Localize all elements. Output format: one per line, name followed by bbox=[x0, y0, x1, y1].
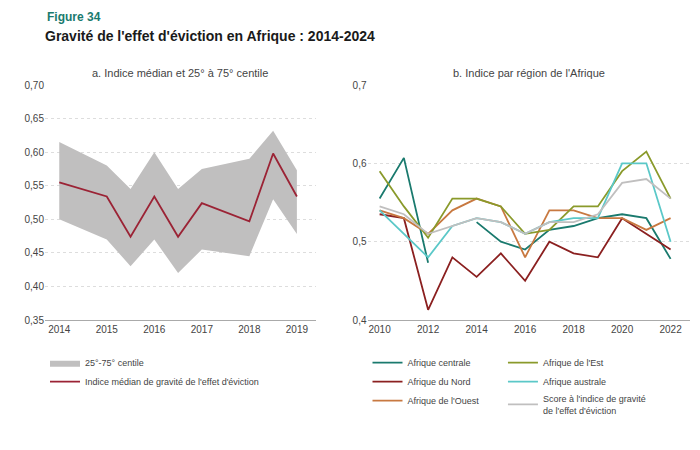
svg-text:0,7: 0,7 bbox=[353, 80, 367, 91]
svg-text:0,50: 0,50 bbox=[25, 214, 45, 225]
svg-text:0,40: 0,40 bbox=[25, 281, 45, 292]
svg-text:2019: 2019 bbox=[286, 324, 309, 335]
svg-text:b. Indice par région de l'Afri: b. Indice par région de l'Afrique bbox=[453, 67, 605, 79]
svg-text:0,4: 0,4 bbox=[353, 315, 367, 326]
svg-text:0,45: 0,45 bbox=[25, 247, 45, 258]
svg-text:0,55: 0,55 bbox=[25, 180, 45, 191]
svg-text:0,35: 0,35 bbox=[25, 315, 45, 326]
svg-text:2015: 2015 bbox=[96, 324, 119, 335]
svg-text:25°-75° centile: 25°-75° centile bbox=[85, 358, 144, 368]
svg-text:2014: 2014 bbox=[465, 324, 488, 335]
svg-text:Figure 34: Figure 34 bbox=[47, 10, 101, 24]
svg-text:2022: 2022 bbox=[659, 324, 682, 335]
svg-text:0,65: 0,65 bbox=[25, 113, 45, 124]
svg-text:2018: 2018 bbox=[562, 324, 585, 335]
svg-text:Gravité de l'effet d'éviction: Gravité de l'effet d'éviction en Afrique… bbox=[45, 28, 375, 44]
svg-text:0,6: 0,6 bbox=[353, 158, 367, 169]
svg-text:2014: 2014 bbox=[48, 324, 71, 335]
svg-text:2010: 2010 bbox=[368, 324, 391, 335]
svg-text:0,60: 0,60 bbox=[25, 147, 45, 158]
svg-text:2012: 2012 bbox=[417, 324, 440, 335]
svg-text:2018: 2018 bbox=[238, 324, 261, 335]
svg-text:Afrique de l'Ouest: Afrique de l'Ouest bbox=[408, 396, 480, 406]
svg-text:Afrique centrale: Afrique centrale bbox=[408, 358, 471, 368]
svg-text:Afrique du Nord: Afrique du Nord bbox=[408, 377, 471, 387]
svg-text:0,5: 0,5 bbox=[353, 236, 367, 247]
svg-text:2017: 2017 bbox=[191, 324, 214, 335]
svg-text:Afrique de l'Est: Afrique de l'Est bbox=[543, 358, 604, 368]
svg-text:2016: 2016 bbox=[514, 324, 537, 335]
svg-text:2020: 2020 bbox=[611, 324, 634, 335]
svg-text:Score à l'indice de gravitéde: Score à l'indice de gravitéde l'effet d'… bbox=[543, 394, 646, 416]
svg-text:Indice médian de gravité de l': Indice médian de gravité de l'effet d'év… bbox=[85, 377, 259, 387]
svg-text:a. Indice médian et 25° à 75°: a. Indice médian et 25° à 75° centile bbox=[92, 67, 268, 79]
svg-text:0,70: 0,70 bbox=[25, 80, 45, 91]
svg-text:2016: 2016 bbox=[143, 324, 166, 335]
svg-text:Afrique australe: Afrique australe bbox=[543, 377, 606, 387]
